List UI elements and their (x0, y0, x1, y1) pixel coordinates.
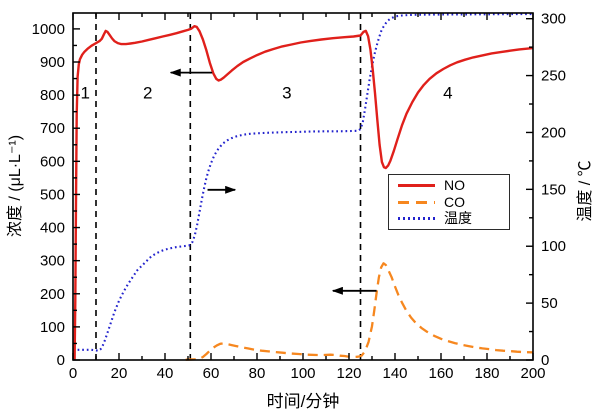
svg-text:60: 60 (203, 365, 220, 382)
svg-text:800: 800 (40, 87, 65, 104)
legend-item-temperature: 温度 (398, 209, 509, 226)
right-axis-title: 温度 / ℃ (577, 160, 594, 222)
stage-label-3: 3 (282, 83, 291, 102)
svg-text:80: 80 (249, 365, 266, 382)
svg-text:140: 140 (382, 365, 407, 382)
svg-text:0: 0 (57, 352, 65, 369)
svg-text:200: 200 (541, 124, 566, 141)
legend-label-temperature: 温度 (444, 209, 472, 226)
svg-text:700: 700 (40, 120, 65, 137)
no-line-sample (398, 184, 435, 188)
svg-text:100: 100 (290, 365, 315, 382)
co-line-sample (398, 200, 435, 204)
svg-text:200: 200 (520, 365, 545, 382)
stage-label-4: 4 (443, 83, 452, 102)
svg-text:0: 0 (69, 365, 77, 382)
svg-text:180: 180 (474, 365, 499, 382)
stage-divider-lines (95, 13, 362, 360)
svg-text:20: 20 (111, 365, 128, 382)
temperature-line-sample (398, 216, 435, 220)
svg-text:1000: 1000 (32, 21, 65, 38)
legend-item-no: NO (398, 178, 509, 193)
svg-text:600: 600 (40, 153, 65, 170)
svg-text:40: 40 (157, 365, 174, 382)
svg-text:900: 900 (40, 54, 65, 71)
legend-label-co: CO (444, 193, 465, 210)
svg-text:120: 120 (336, 365, 361, 382)
svg-text:300: 300 (40, 253, 65, 270)
svg-text:250: 250 (541, 68, 566, 85)
left-axis-title: 浓度 / (μL·L⁻¹) (7, 134, 24, 238)
svg-text:50: 50 (541, 295, 558, 312)
legend-label-no: NO (444, 177, 465, 194)
stage-label-2: 2 (143, 83, 152, 102)
series-line-CO (185, 262, 534, 361)
svg-text:100: 100 (40, 319, 65, 336)
series-line-NO (73, 25, 534, 361)
axis-ticks (72, 13, 534, 361)
svg-text:400: 400 (40, 220, 65, 237)
legend-item-co: CO (398, 193, 509, 210)
x-axis-title: 时间/分钟 (266, 392, 340, 411)
svg-text:500: 500 (40, 186, 65, 203)
svg-text:100: 100 (541, 238, 566, 255)
legend: NO CO 温度 (388, 174, 510, 230)
svg-text:150: 150 (541, 181, 566, 198)
stage-label-1: 1 (80, 83, 89, 102)
svg-text:0: 0 (541, 352, 549, 369)
svg-text:300: 300 (541, 11, 566, 28)
tick-labels: 0 20 40 60 80 100 120 140 160 180 2000100200300400… (32, 11, 566, 382)
svg-text:160: 160 (428, 365, 453, 382)
svg-text:200: 200 (40, 286, 65, 303)
